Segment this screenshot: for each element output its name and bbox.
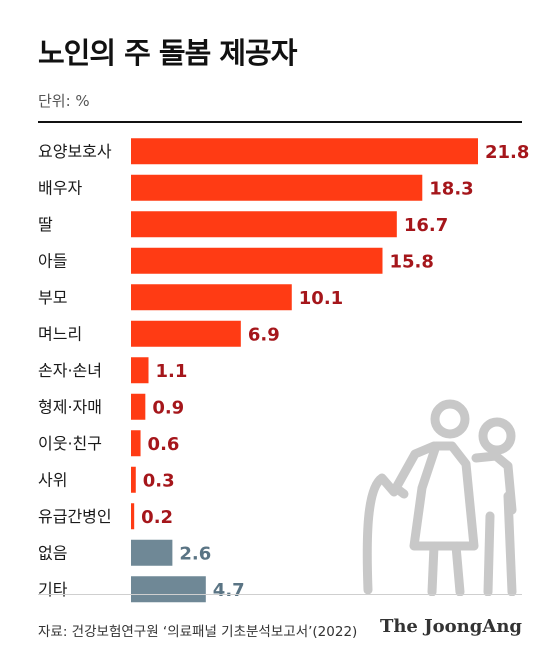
value-label: 16.7 xyxy=(404,215,448,236)
woman-cane-icon xyxy=(362,473,399,595)
bar xyxy=(131,430,141,457)
category-label: 딸 xyxy=(38,215,53,234)
value-label: 0.6 xyxy=(148,434,180,455)
category-label: 아들 xyxy=(38,251,67,270)
bar xyxy=(131,320,241,347)
woman-arm-icon xyxy=(391,441,439,499)
woman-body-icon xyxy=(409,441,479,551)
man-leg-icon xyxy=(483,511,495,596)
value-label: 4.7 xyxy=(213,580,245,601)
man-head-icon xyxy=(478,417,516,455)
value-label: 2.6 xyxy=(179,543,211,564)
category-label: 없음 xyxy=(38,543,67,562)
value-label: 15.8 xyxy=(389,251,433,272)
bar xyxy=(131,284,292,311)
bar xyxy=(131,211,397,238)
bar xyxy=(131,393,146,420)
category-label: 유급간병인 xyxy=(38,507,112,526)
value-label: 18.3 xyxy=(429,178,473,199)
category-label: 요양보호사 xyxy=(38,142,112,161)
bottom-rule xyxy=(38,594,522,595)
value-label: 0.9 xyxy=(152,397,184,418)
bar xyxy=(131,138,478,165)
value-label: 10.1 xyxy=(299,288,343,309)
category-label: 이웃·친구 xyxy=(38,434,102,453)
value-label: 0.3 xyxy=(143,470,175,491)
category-label: 기타 xyxy=(38,580,68,599)
bar xyxy=(131,174,423,201)
woman-head-icon xyxy=(430,399,470,439)
value-label: 21.8 xyxy=(485,142,529,163)
category-label: 사위 xyxy=(38,470,67,489)
bar xyxy=(131,466,136,493)
bar xyxy=(131,247,383,274)
value-label: 1.1 xyxy=(156,361,188,382)
category-label: 부모 xyxy=(38,288,67,307)
category-label: 며느리 xyxy=(38,324,82,343)
category-label: 형제·자매 xyxy=(38,397,102,416)
publisher-logo: The JoongAng xyxy=(379,616,522,637)
unit-label: 단위: % xyxy=(38,92,90,110)
man-cane-icon xyxy=(503,491,517,596)
source-note: 자료: 건강보험연구원 ‘의료패널 기초분석보고서’(2022) xyxy=(38,624,358,640)
value-label: 6.9 xyxy=(248,324,280,345)
bar xyxy=(131,503,135,530)
bar xyxy=(131,357,149,384)
bar xyxy=(131,576,206,603)
top-rule xyxy=(38,121,522,123)
category-label: 손자·손녀 xyxy=(38,361,102,380)
chart-title: 노인의 주 돌봄 제공자 xyxy=(38,36,297,70)
woman-legs-icon xyxy=(427,541,465,596)
elderly-couple-illustration xyxy=(362,399,517,596)
bar xyxy=(131,539,173,566)
man-body-icon xyxy=(471,451,517,515)
category-label: 배우자 xyxy=(38,178,82,197)
value-label: 0.2 xyxy=(141,507,173,528)
